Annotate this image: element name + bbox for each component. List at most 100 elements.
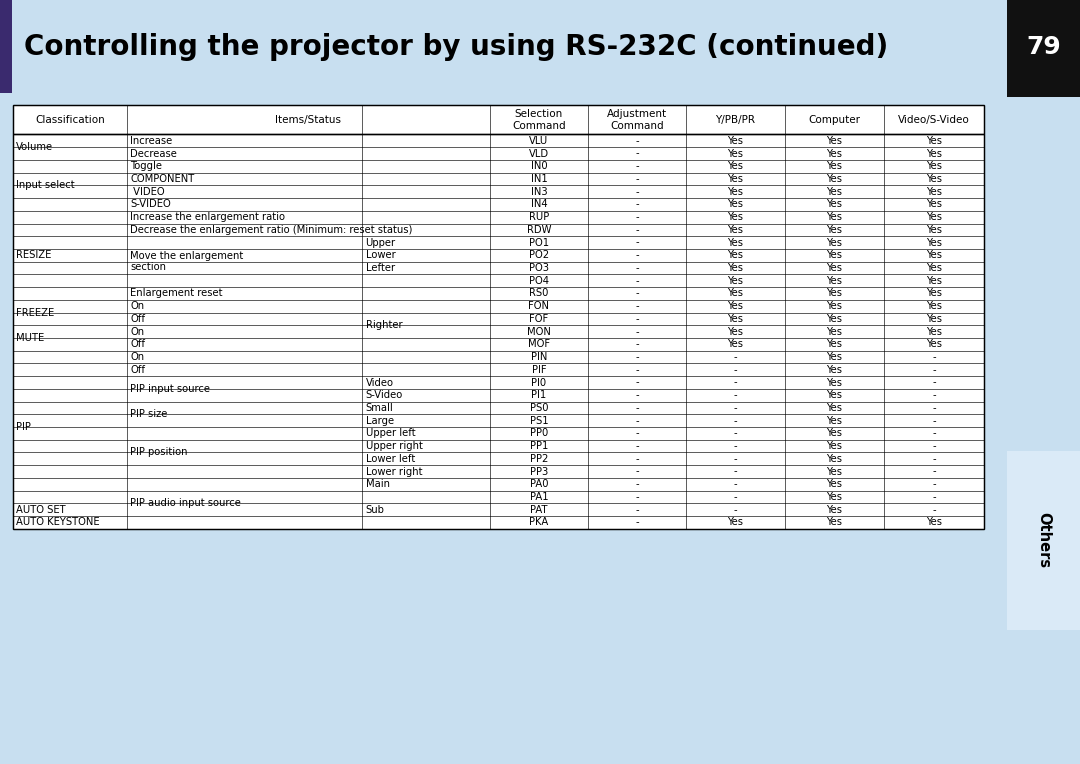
Text: -: - [932, 467, 936, 477]
Text: 79: 79 [1026, 34, 1061, 59]
Text: Yes: Yes [728, 212, 743, 222]
Text: Yes: Yes [826, 390, 842, 400]
Text: IN0: IN0 [530, 161, 548, 171]
Text: IN1: IN1 [530, 174, 548, 184]
Text: RESIZE: RESIZE [16, 251, 52, 261]
Text: Yes: Yes [826, 492, 842, 502]
Text: -: - [635, 301, 639, 311]
Text: MON: MON [527, 327, 551, 337]
Text: -: - [733, 377, 738, 387]
Text: -: - [635, 199, 639, 209]
Text: -: - [635, 161, 639, 171]
Text: Items/Status: Items/Status [275, 115, 341, 125]
Text: PIF: PIF [531, 364, 546, 375]
Text: MOF: MOF [528, 339, 550, 349]
Text: Decrease: Decrease [130, 148, 177, 159]
Text: Video: Video [365, 377, 393, 387]
Text: Yes: Yes [826, 327, 842, 337]
Text: Lefter: Lefter [365, 263, 394, 273]
Text: -: - [635, 479, 639, 489]
Text: -: - [932, 454, 936, 464]
Text: Yes: Yes [927, 148, 942, 159]
Text: -: - [635, 186, 639, 196]
Text: Yes: Yes [927, 301, 942, 311]
Bar [0, 0, 1007, 93]
Text: -: - [635, 390, 639, 400]
Text: Yes: Yes [826, 276, 842, 286]
Text: Sub: Sub [365, 505, 384, 515]
Text: PP1: PP1 [529, 441, 549, 451]
Text: Yes: Yes [826, 505, 842, 515]
Text: Upper right: Upper right [365, 441, 422, 451]
Text: VLU: VLU [529, 136, 549, 146]
Text: PS1: PS1 [529, 416, 549, 426]
Text: FREEZE: FREEZE [16, 308, 54, 318]
Text: -: - [932, 505, 936, 515]
Text: Yes: Yes [728, 174, 743, 184]
Text: -: - [635, 238, 639, 248]
Text: -: - [635, 364, 639, 375]
Text: Increase the enlargement ratio: Increase the enlargement ratio [130, 212, 285, 222]
Text: Y/PB/PR: Y/PB/PR [715, 115, 756, 125]
Text: -: - [635, 263, 639, 273]
Text: Yes: Yes [728, 327, 743, 337]
Text: On: On [130, 301, 145, 311]
Text: On: On [130, 327, 145, 337]
Text: -: - [733, 429, 738, 439]
Text: -: - [635, 314, 639, 324]
Text: -: - [635, 327, 639, 337]
Text: Yes: Yes [826, 301, 842, 311]
Text: AUTO SET: AUTO SET [16, 505, 66, 515]
Text: Righter: Righter [365, 320, 402, 330]
Text: Yes: Yes [927, 289, 942, 299]
Text: Yes: Yes [728, 199, 743, 209]
Bar [13, 105, 985, 529]
Text: Yes: Yes [728, 276, 743, 286]
Text: Off: Off [130, 314, 145, 324]
Text: Yes: Yes [826, 429, 842, 439]
Text: RS0: RS0 [529, 289, 549, 299]
Text: -: - [932, 377, 936, 387]
Text: Toggle: Toggle [130, 161, 162, 171]
Text: PS0: PS0 [529, 403, 549, 413]
Text: -: - [635, 212, 639, 222]
Text: Yes: Yes [728, 225, 743, 235]
Text: Yes: Yes [826, 199, 842, 209]
Text: PI1: PI1 [531, 390, 546, 400]
Text: Input select: Input select [16, 180, 75, 190]
Text: Volume: Volume [16, 142, 53, 152]
Text: Upper left: Upper left [365, 429, 415, 439]
Text: Yes: Yes [826, 238, 842, 248]
Text: VIDEO: VIDEO [130, 186, 165, 196]
Text: PO1: PO1 [529, 238, 549, 248]
Text: Yes: Yes [927, 238, 942, 248]
Text: -: - [932, 352, 936, 362]
Text: -: - [635, 148, 639, 159]
Text: -: - [635, 492, 639, 502]
Text: Yes: Yes [728, 517, 743, 527]
Text: Yes: Yes [826, 136, 842, 146]
Text: -: - [635, 136, 639, 146]
Text: Adjustment
Command: Adjustment Command [607, 109, 667, 131]
Text: Yes: Yes [826, 403, 842, 413]
Text: S-VIDEO: S-VIDEO [130, 199, 171, 209]
Text: Yes: Yes [728, 314, 743, 324]
Text: PA1: PA1 [529, 492, 549, 502]
Text: Yes: Yes [927, 263, 942, 273]
Text: -: - [635, 416, 639, 426]
Text: Yes: Yes [826, 263, 842, 273]
Text: Yes: Yes [826, 225, 842, 235]
Text: -: - [733, 492, 738, 502]
Text: Lower right: Lower right [365, 467, 422, 477]
Text: RUP: RUP [529, 212, 549, 222]
Text: COMPONENT: COMPONENT [130, 174, 194, 184]
Text: MUTE: MUTE [16, 333, 44, 343]
Text: Lower: Lower [365, 251, 395, 261]
Text: -: - [932, 390, 936, 400]
Text: PO2: PO2 [529, 251, 549, 261]
Text: -: - [733, 441, 738, 451]
Text: PO4: PO4 [529, 276, 549, 286]
Text: PP3: PP3 [530, 467, 548, 477]
Text: Lower left: Lower left [365, 454, 415, 464]
Text: VLD: VLD [529, 148, 549, 159]
